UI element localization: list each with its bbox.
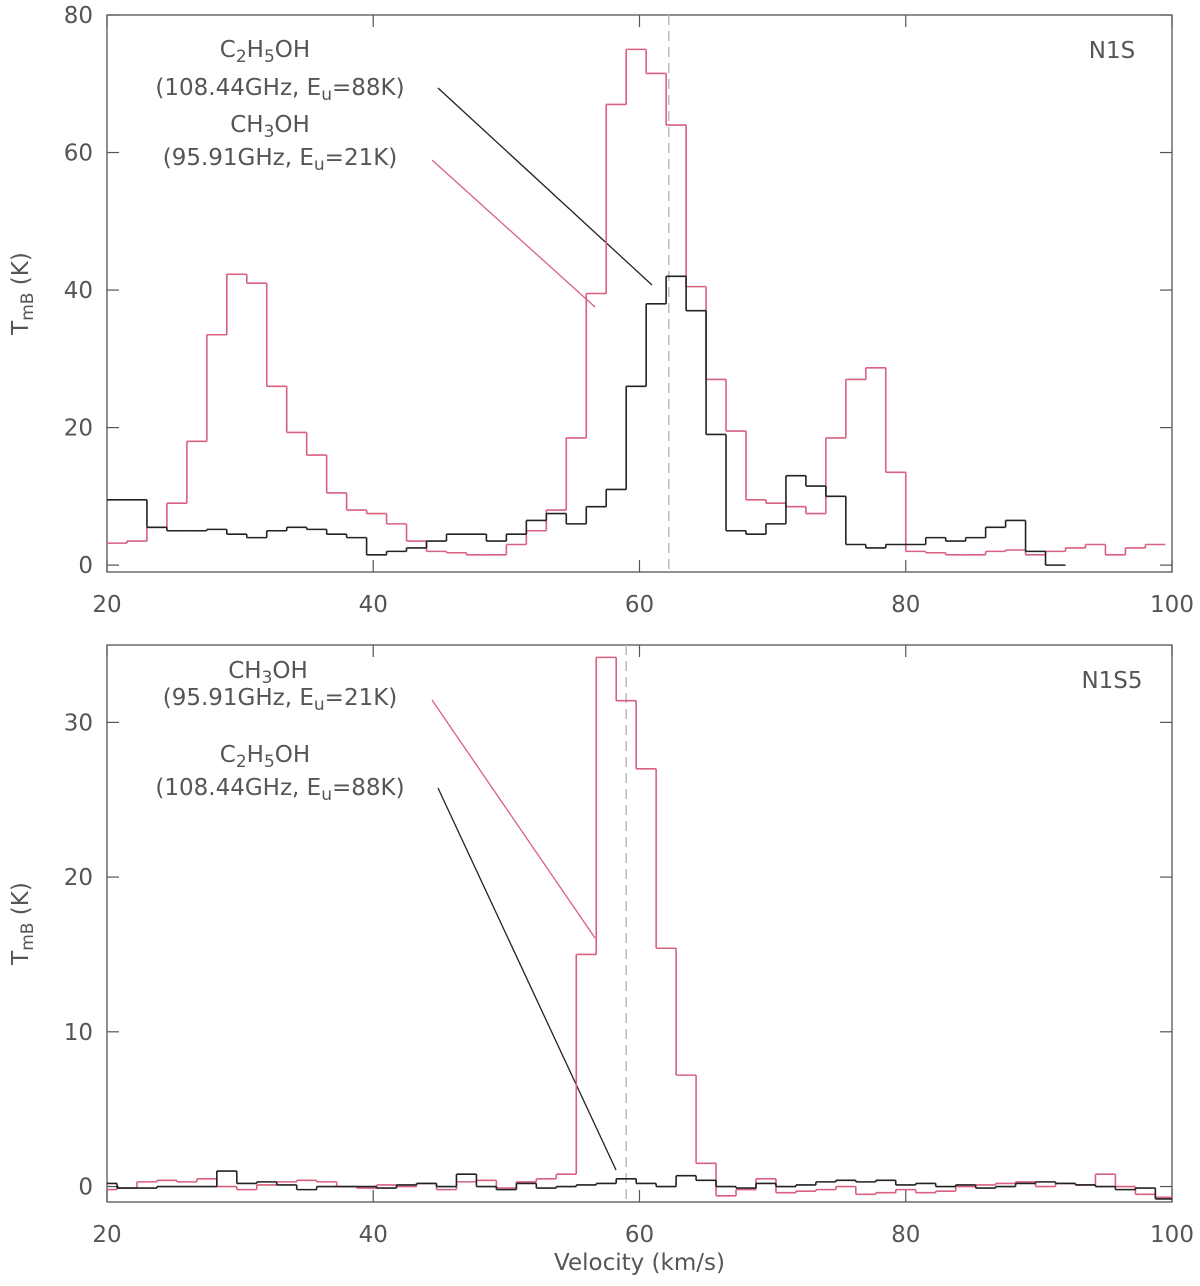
- x-tick-label: 100: [1150, 592, 1194, 618]
- legend-label-part: 5: [264, 752, 275, 772]
- plot-frame: [106, 644, 1173, 1203]
- y-tick-label: 40: [64, 278, 93, 304]
- annotation-part: =88K): [332, 75, 405, 101]
- annotation: (95.91GHz, Eu=21K): [163, 685, 398, 715]
- x-tick-label: 60: [625, 1222, 654, 1248]
- y-axis-label-part: (K): [8, 882, 34, 922]
- y-axis-label: TmB (K): [8, 252, 38, 336]
- x-tick-label: 40: [359, 592, 388, 618]
- annotation-part: u: [314, 695, 325, 715]
- panel-title: N1S5: [1081, 668, 1142, 694]
- legend-label-part: C: [220, 742, 236, 768]
- annotation-part: =88K): [332, 775, 405, 801]
- annotation-arrow: [431, 159, 596, 308]
- annotation-part: (108.44GHz, E: [155, 75, 321, 101]
- legend-label: CH3OH: [230, 112, 310, 142]
- x-tick-label: 80: [891, 1222, 920, 1248]
- annotation-arrow: [431, 699, 596, 939]
- y-tick-label: 30: [64, 710, 93, 736]
- legend-label: C2H5OH: [220, 742, 310, 772]
- x-tick-label: 80: [891, 592, 920, 618]
- legend-label-part: 2: [236, 47, 247, 67]
- legend-label-part: 5: [264, 47, 275, 67]
- y-axis-label-part: (K): [8, 252, 34, 292]
- annotation-part: =21K): [325, 145, 398, 171]
- y-axis-label-part: T: [8, 320, 34, 336]
- y-tick-label: 20: [64, 416, 93, 442]
- y-axis-label-part: mB: [18, 293, 38, 321]
- legend-label-part: H: [247, 742, 264, 768]
- annotation: (108.44GHz, Eu=88K): [155, 75, 404, 105]
- y-tick-label: 20: [64, 865, 93, 891]
- annotation-part: (108.44GHz, E: [155, 775, 321, 801]
- annotation: (108.44GHz, Eu=88K): [155, 775, 404, 805]
- y-tick-label: 0: [78, 1175, 93, 1201]
- x-tick-label: 20: [92, 592, 121, 618]
- y-axis-label-part: T: [8, 950, 34, 966]
- legend-label: C2H5OH: [220, 37, 310, 67]
- x-tick-label: 40: [359, 1222, 388, 1248]
- legend-label-part: C: [220, 37, 236, 63]
- legend-label-part: OH: [275, 742, 310, 768]
- legend-label-part: 3: [264, 122, 275, 142]
- annotation-part: =21K): [325, 685, 398, 711]
- x-tick-label: 100: [1150, 1222, 1194, 1248]
- annotation-part: u: [314, 155, 325, 175]
- y-tick-label: 60: [64, 141, 93, 167]
- legend-label-part: 2: [236, 752, 247, 772]
- annotation-part: u: [321, 85, 332, 105]
- legend-label-part: 3: [262, 668, 273, 688]
- y-axis-label-part: mB: [18, 923, 38, 951]
- legend-label-part: CH: [228, 658, 261, 684]
- annotation-part: (95.91GHz, E: [163, 145, 314, 171]
- y-tick-label: 0: [78, 553, 93, 579]
- annotation: (95.91GHz, Eu=21K): [163, 145, 398, 175]
- x-axis-label: Velocity (km/s): [554, 1250, 725, 1276]
- legend-label-part: CH: [230, 112, 263, 138]
- x-tick-label: 20: [92, 1222, 121, 1248]
- legend-label-part: H: [247, 37, 264, 63]
- annotation-arrow: [437, 87, 653, 286]
- y-tick-label: 80: [64, 3, 93, 29]
- annotation-part: (95.91GHz, E: [163, 685, 314, 711]
- legend-label-part: OH: [274, 112, 309, 138]
- y-tick-label: 10: [64, 1020, 93, 1046]
- annotation-arrow: [437, 787, 617, 1171]
- legend-label-part: OH: [272, 658, 307, 684]
- panel-title: N1S: [1089, 38, 1135, 64]
- x-tick-label: 60: [625, 592, 654, 618]
- legend-label-part: OH: [275, 37, 310, 63]
- legend-label: CH3OH: [228, 658, 308, 688]
- y-axis-label: TmB (K): [8, 882, 38, 966]
- annotation-part: u: [321, 785, 332, 805]
